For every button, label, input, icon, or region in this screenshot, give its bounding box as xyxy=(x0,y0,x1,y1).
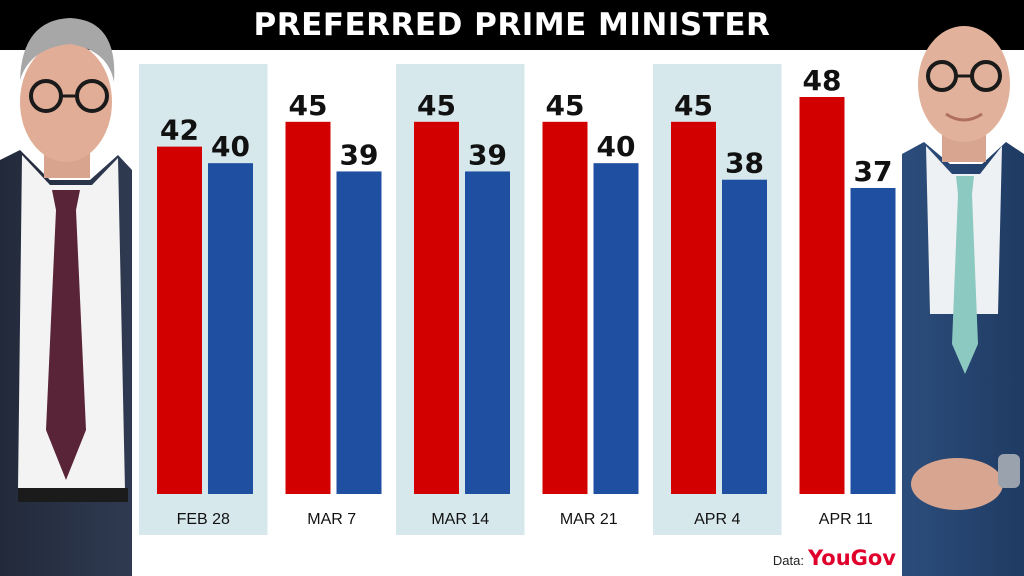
bar-red xyxy=(542,121,588,494)
bar-value-label: 37 xyxy=(854,155,893,188)
title-bar: PREFERRED PRIME MINISTER xyxy=(0,0,1024,50)
left-portrait-person xyxy=(0,18,132,576)
bar-value-label: 40 xyxy=(211,130,250,163)
x-tick-label: MAR 21 xyxy=(560,511,618,528)
bar-blue xyxy=(336,171,382,494)
bar-blue xyxy=(593,163,639,494)
bar-blue xyxy=(850,187,896,494)
source-label: Data: xyxy=(772,553,804,568)
bar-red xyxy=(671,121,716,494)
bar-red xyxy=(285,121,331,494)
x-tick-label: MAR 7 xyxy=(307,511,356,528)
bar-value-label: 40 xyxy=(597,130,636,163)
bar-value-label: 45 xyxy=(546,89,585,122)
bar-value-label: 38 xyxy=(725,147,764,180)
bar-red xyxy=(414,121,459,494)
bar-blue xyxy=(465,171,510,494)
bar-value-label: 39 xyxy=(340,138,379,171)
bar-value-label: 48 xyxy=(803,64,842,97)
data-source: Data: YouGov xyxy=(773,546,896,570)
x-tick-label: APR 11 xyxy=(819,511,873,528)
x-tick-label: APR 4 xyxy=(694,511,740,528)
bar-value-label: 45 xyxy=(674,89,713,122)
x-tick-label: MAR 14 xyxy=(431,511,489,528)
bar-value-label: 45 xyxy=(289,89,328,122)
bar-blue xyxy=(208,163,253,494)
right-portrait-person xyxy=(902,26,1024,576)
chart-title: PREFERRED PRIME MINISTER xyxy=(253,7,771,43)
bar-value-label: 42 xyxy=(160,114,199,147)
x-tick-label: FEB 28 xyxy=(177,511,230,528)
bar-red xyxy=(799,97,845,494)
yougov-logo: YouGov xyxy=(807,546,896,570)
bar-value-label: 45 xyxy=(417,89,456,122)
bar-value-label: 39 xyxy=(468,138,507,171)
bar-blue xyxy=(722,179,767,495)
bar-red xyxy=(157,146,202,494)
